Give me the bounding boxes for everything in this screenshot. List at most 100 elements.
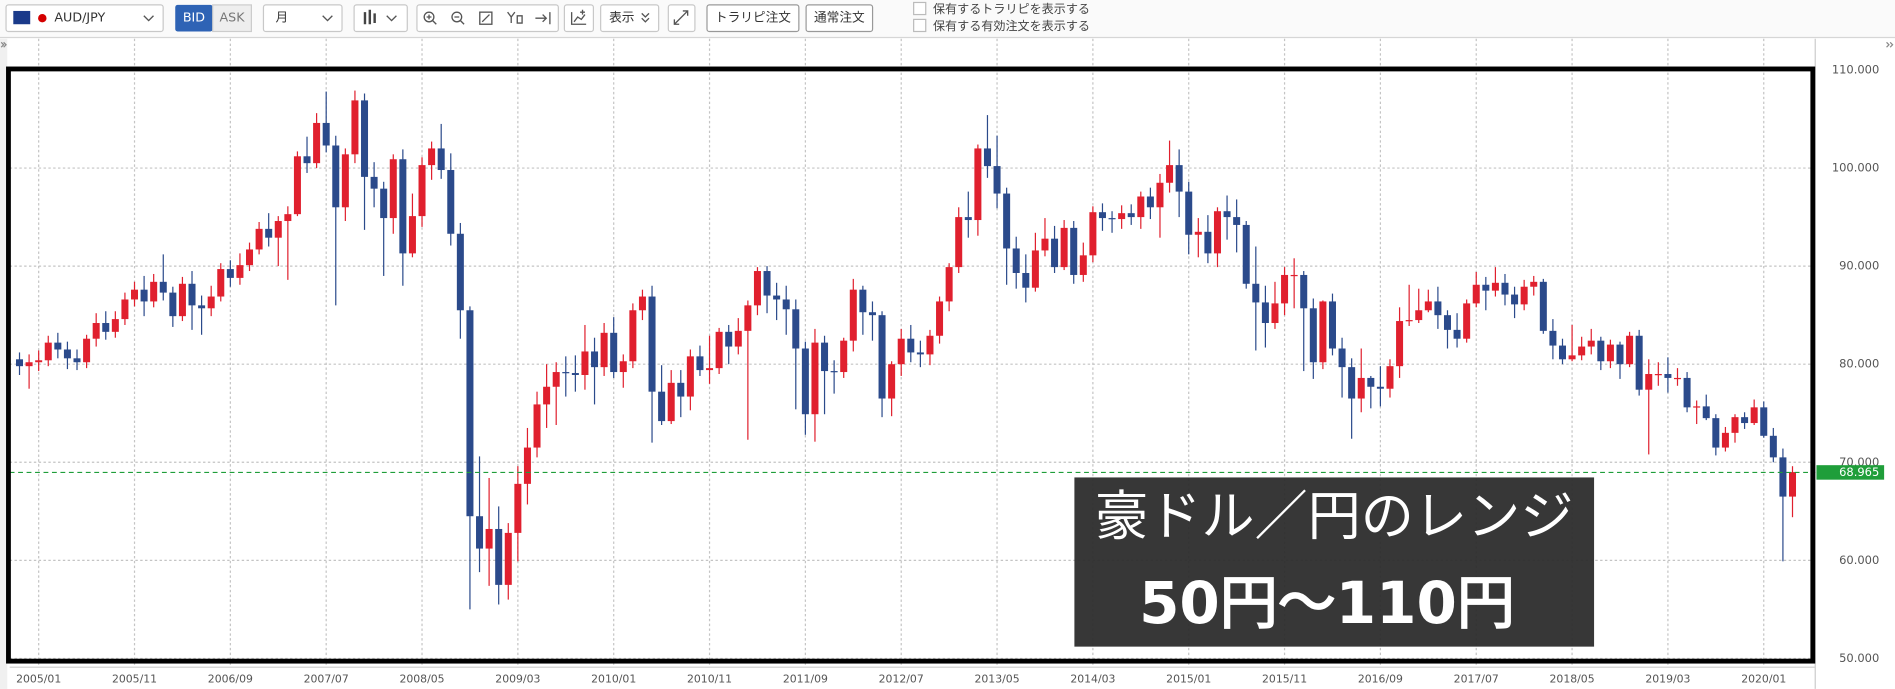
candle-body [504, 532, 512, 585]
ask-button[interactable]: ASK [212, 4, 252, 33]
display-box [600, 4, 660, 33]
candle-body [265, 228, 273, 238]
candle-body [408, 216, 416, 254]
x-tick-label: 2015/11 [1262, 672, 1307, 685]
expand-right[interactable] [1886, 41, 1894, 48]
indicator-button[interactable] [563, 4, 595, 33]
fullscreen-button[interactable] [667, 4, 696, 33]
candle-body [1453, 329, 1461, 339]
indicator-icon [570, 9, 587, 25]
candle-body [1568, 355, 1576, 360]
candle-body [1721, 432, 1729, 448]
checkbox[interactable]: 保有する有効注文を表示する [913, 18, 1090, 33]
candle-body [1309, 308, 1317, 363]
candle-body [1472, 284, 1480, 304]
checkbox[interactable]: 保有するトラリピを表示する [913, 1, 1090, 16]
candle-body [1175, 165, 1183, 192]
candle-body [897, 338, 905, 365]
x-tick-label: 2013/05 [974, 672, 1019, 685]
candle-body [1482, 284, 1490, 291]
trap-order-button[interactable]: トラリピ注文 [706, 4, 800, 33]
candle-body [111, 319, 119, 332]
candle-body [1204, 231, 1212, 254]
candle-body [629, 310, 637, 362]
chevron [641, 12, 650, 23]
candle-body [648, 296, 656, 392]
bid-bg [175, 4, 213, 32]
candle-body [169, 292, 177, 317]
candle-body [1415, 310, 1423, 321]
annotation-box [1074, 477, 1595, 647]
candle-body [1396, 321, 1404, 367]
x-tick-label: 2010/11 [687, 672, 732, 685]
candle-body [1463, 303, 1471, 339]
candle-body [44, 342, 52, 361]
symbol-select[interactable]: AUD/JPY [5, 4, 164, 33]
candle-body [801, 348, 809, 415]
candle-body [1281, 274, 1289, 304]
candle-body [677, 382, 685, 397]
chart-type-select[interactable] [353, 4, 408, 33]
candle-body [1587, 340, 1595, 347]
candle-body [993, 166, 1001, 194]
scroll-end[interactable] [535, 12, 551, 25]
candle-body [207, 296, 215, 309]
highlight-frame [6, 66, 1816, 664]
candle-body [1108, 218, 1116, 220]
x-tick-label: 2006/09 [208, 672, 253, 685]
candle-body [150, 281, 158, 302]
y-tick-label: 80.000 [1839, 357, 1879, 371]
candle-body [1654, 374, 1662, 376]
candle-body [466, 310, 474, 517]
candle-body [447, 170, 455, 234]
display-select[interactable]: 表示 [600, 4, 660, 33]
candle-body [734, 330, 742, 347]
candle-body [773, 295, 781, 300]
candle-body [1386, 366, 1394, 389]
candle-body [744, 305, 752, 331]
current-price-label: 68.965 [1839, 465, 1879, 479]
fullscreen-icon [673, 10, 689, 25]
candle-body [1616, 344, 1624, 365]
current-price-tag [1816, 465, 1885, 480]
candle-body [341, 154, 349, 208]
candle-body [619, 361, 627, 373]
y-tick-label: 100.000 [1832, 161, 1879, 175]
candle-body [1261, 302, 1269, 324]
candle-body [523, 447, 531, 484]
candle-body [955, 217, 963, 268]
candle-body [16, 359, 24, 367]
fit[interactable] [479, 11, 493, 25]
chevron [386, 15, 397, 22]
candle-body [821, 342, 829, 372]
candle-body [907, 338, 915, 353]
annotation-range: 50円～110円 [1139, 569, 1515, 637]
candle-body [638, 296, 646, 311]
candle-body [1511, 294, 1519, 305]
zoom-in[interactable] [423, 11, 437, 25]
candle-body [1127, 213, 1135, 218]
candle-body [1491, 282, 1499, 291]
auto-scale[interactable] [507, 11, 523, 24]
candle-body [715, 331, 723, 369]
candle-body [936, 301, 944, 336]
expand-left[interactable] [0, 41, 7, 48]
x-tick-label: 2020/01 [1741, 672, 1786, 685]
x-tick-label: 2008/05 [399, 672, 444, 685]
normal-order-button[interactable]: 通常注文 [805, 4, 874, 33]
toolbar: AUD/JPY BID ASK 月 [0, 0, 1895, 39]
bid-button[interactable]: BID [175, 4, 213, 32]
candle-body [1606, 344, 1614, 362]
candle-body [725, 331, 733, 347]
candle-body [121, 299, 129, 320]
candle-body [581, 351, 589, 375]
candle-body [1434, 301, 1442, 316]
candle-body [830, 371, 838, 373]
candle-body [667, 382, 675, 422]
period-select[interactable]: 月 [262, 4, 343, 33]
bid-text: BID [183, 10, 205, 25]
candle-body [495, 528, 503, 585]
zoom-out[interactable] [451, 11, 465, 25]
candle-body [1328, 301, 1336, 349]
candle-body [1779, 457, 1787, 497]
